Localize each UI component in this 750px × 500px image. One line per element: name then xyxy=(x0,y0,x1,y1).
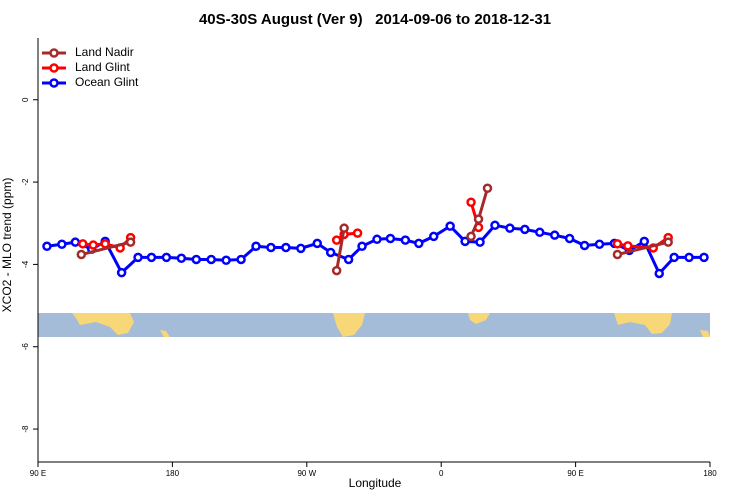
point xyxy=(76,249,87,260)
point xyxy=(331,265,342,276)
point xyxy=(466,231,476,242)
point xyxy=(428,231,439,242)
point xyxy=(490,220,500,231)
point xyxy=(445,221,455,231)
point xyxy=(473,214,484,224)
point xyxy=(466,197,476,207)
point xyxy=(339,223,349,233)
x-axis-label: Longitude xyxy=(349,476,402,490)
x-tick-label: 0 xyxy=(439,469,444,478)
point xyxy=(385,233,396,244)
point xyxy=(612,239,623,249)
y-tick-label: -8 xyxy=(21,425,30,433)
point xyxy=(206,254,216,265)
point xyxy=(266,242,276,253)
point xyxy=(535,227,545,238)
point xyxy=(176,253,187,263)
point xyxy=(684,252,694,263)
point xyxy=(325,247,336,258)
point xyxy=(594,239,605,249)
point xyxy=(505,223,515,233)
y-tick-label: 0 xyxy=(21,97,30,102)
point xyxy=(42,241,52,252)
y-tick-label: -6 xyxy=(21,343,30,351)
chart-title: 40S-30S August (Ver 9) 2014-09-06 to 201… xyxy=(199,11,551,28)
point xyxy=(579,240,590,251)
series-line xyxy=(46,223,705,277)
point xyxy=(133,252,143,263)
point xyxy=(78,239,88,249)
map-strip xyxy=(38,313,710,337)
point xyxy=(125,237,136,247)
point xyxy=(100,239,110,249)
point xyxy=(520,224,530,235)
point xyxy=(236,254,246,265)
point xyxy=(146,252,157,263)
point xyxy=(343,254,354,265)
y-tick-label: -4 xyxy=(21,260,30,268)
point xyxy=(296,243,306,254)
series-line xyxy=(80,187,669,271)
point xyxy=(699,252,709,263)
point xyxy=(639,236,650,247)
x-tick-label: 90 E xyxy=(30,469,46,478)
point xyxy=(191,254,202,265)
legend-label: Land Nadir xyxy=(75,45,134,59)
x-tick-label: 180 xyxy=(703,469,717,478)
point xyxy=(669,252,679,263)
point xyxy=(460,236,470,247)
legend-label: Land Glint xyxy=(75,60,130,74)
point xyxy=(663,237,673,247)
legend-label: Ocean Glint xyxy=(75,75,139,89)
point xyxy=(549,230,560,240)
point xyxy=(88,240,99,250)
point xyxy=(372,234,382,245)
point xyxy=(161,252,172,263)
point xyxy=(70,237,81,247)
point xyxy=(57,239,67,249)
point xyxy=(116,267,127,278)
point xyxy=(564,233,575,244)
y-axis-label: XCO2 - MLO trend (ppm) xyxy=(0,178,14,313)
point xyxy=(612,249,623,260)
point xyxy=(281,242,291,253)
point xyxy=(654,268,664,279)
point xyxy=(221,255,231,266)
point xyxy=(475,237,485,247)
legend-marker xyxy=(49,48,59,58)
point xyxy=(400,235,411,245)
point xyxy=(331,235,342,245)
x-tick-label: 180 xyxy=(166,469,180,478)
legend-marker xyxy=(49,78,59,88)
x-tick-label: 90 E xyxy=(567,469,583,478)
point xyxy=(482,183,493,194)
point xyxy=(623,241,633,251)
point xyxy=(414,238,424,249)
point xyxy=(251,241,261,252)
x-tick-label: 90 W xyxy=(297,469,316,478)
y-tick-label: -2 xyxy=(21,178,30,186)
legend-marker xyxy=(49,63,59,73)
point xyxy=(357,241,367,252)
point xyxy=(312,238,323,249)
point xyxy=(352,228,363,238)
